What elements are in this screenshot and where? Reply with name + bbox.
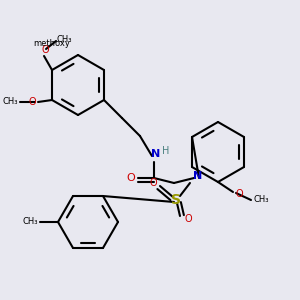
Text: N: N — [152, 149, 160, 159]
Text: O: O — [149, 178, 157, 188]
Text: CH₃: CH₃ — [2, 97, 18, 106]
Text: CH₃: CH₃ — [22, 217, 38, 226]
Text: N: N — [194, 171, 202, 181]
Text: O: O — [235, 189, 243, 199]
Text: O: O — [41, 45, 49, 55]
Text: O: O — [127, 173, 135, 183]
Text: O: O — [184, 214, 192, 224]
Text: methoxy: methoxy — [34, 40, 70, 49]
Text: CH₃: CH₃ — [56, 35, 72, 44]
Text: CH₃: CH₃ — [253, 194, 269, 203]
Text: S: S — [171, 193, 181, 207]
Text: O: O — [28, 97, 36, 107]
Text: H: H — [162, 146, 170, 156]
